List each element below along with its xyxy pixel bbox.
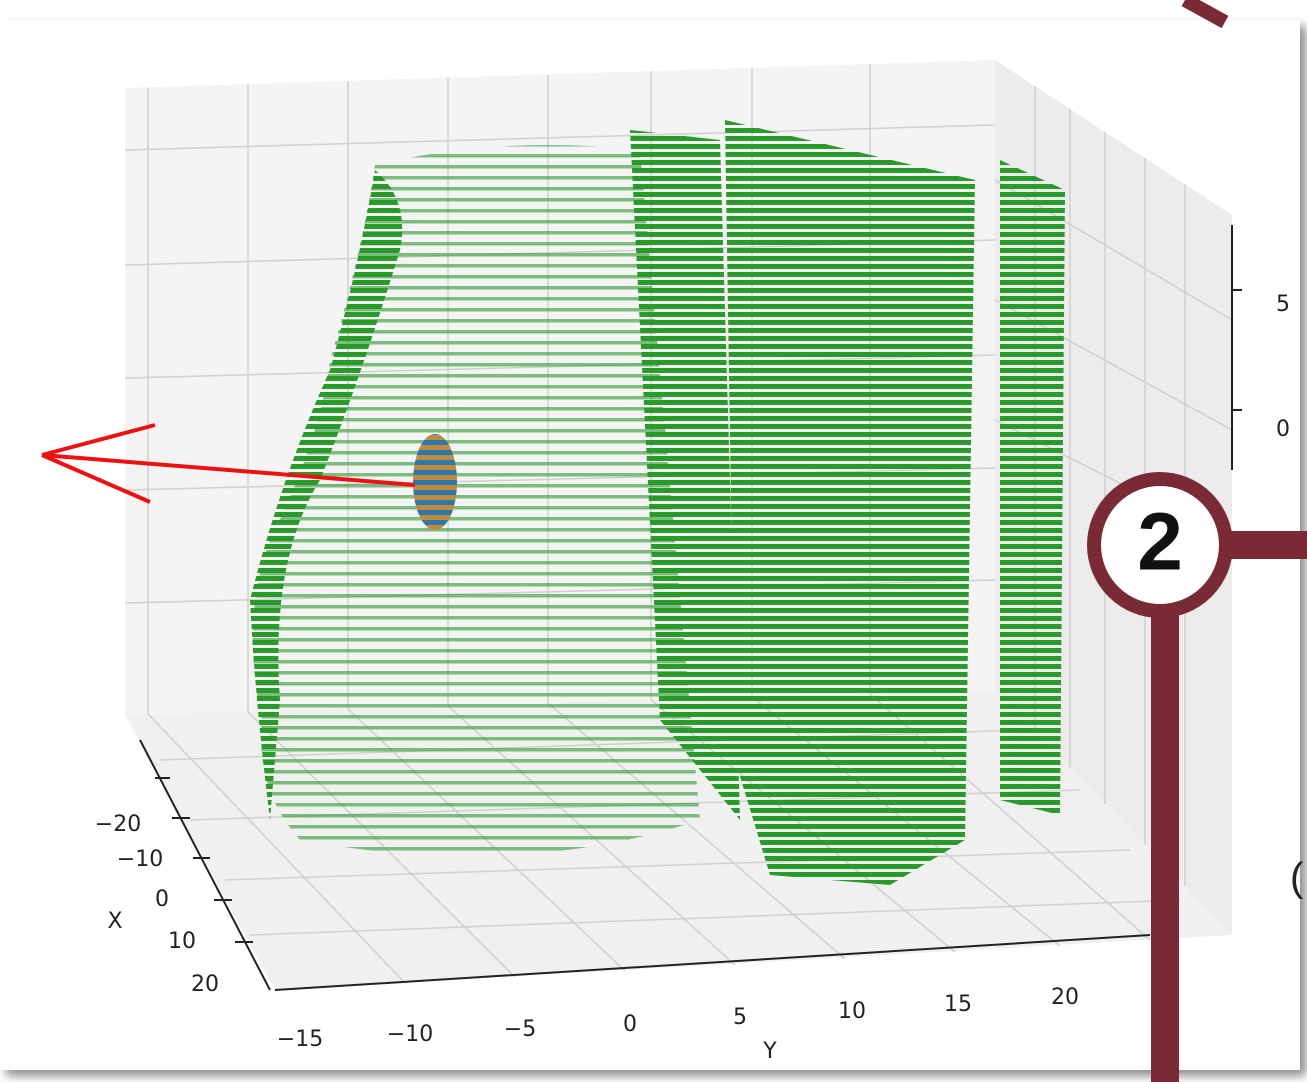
y-tick-label: 0 — [623, 1012, 637, 1037]
y-tick-label: −15 — [277, 1027, 323, 1052]
callout-badge — [1087, 472, 1233, 618]
x-tick-label: −10 — [117, 847, 163, 872]
y-tick-label: 20 — [1051, 985, 1079, 1010]
x-axis-label: X — [107, 909, 122, 934]
x-tick-label: 0 — [155, 887, 169, 912]
axes — [139, 225, 1242, 991]
clipped-text: ( — [1290, 856, 1304, 900]
highlight-points — [413, 434, 457, 530]
y-tick-label: −10 — [387, 1022, 433, 1047]
point-cloud-block — [1000, 160, 1065, 815]
x-tick-label: 10 — [168, 929, 196, 954]
callout-connector — [1151, 600, 1179, 1082]
point-cloud-block — [630, 130, 740, 820]
connector — [1181, 0, 1229, 29]
point-cloud-block — [725, 120, 975, 885]
y-tick-label: 5 — [733, 1005, 747, 1030]
callout-number: 2 — [1137, 497, 1183, 588]
arrow — [41, 423, 416, 504]
y-tick-label: 10 — [838, 999, 866, 1024]
x-tick-label: 20 — [191, 972, 219, 997]
y-tick-label: −5 — [504, 1017, 536, 1042]
y-tick-label: 15 — [944, 992, 972, 1017]
y-axis-label: Y — [762, 1039, 777, 1064]
x-tick-label: −20 — [95, 812, 141, 837]
z-tick-label: 5 — [1276, 292, 1290, 317]
point-cloud-edge — [250, 170, 403, 820]
z-tick-label: 0 — [1276, 417, 1290, 442]
